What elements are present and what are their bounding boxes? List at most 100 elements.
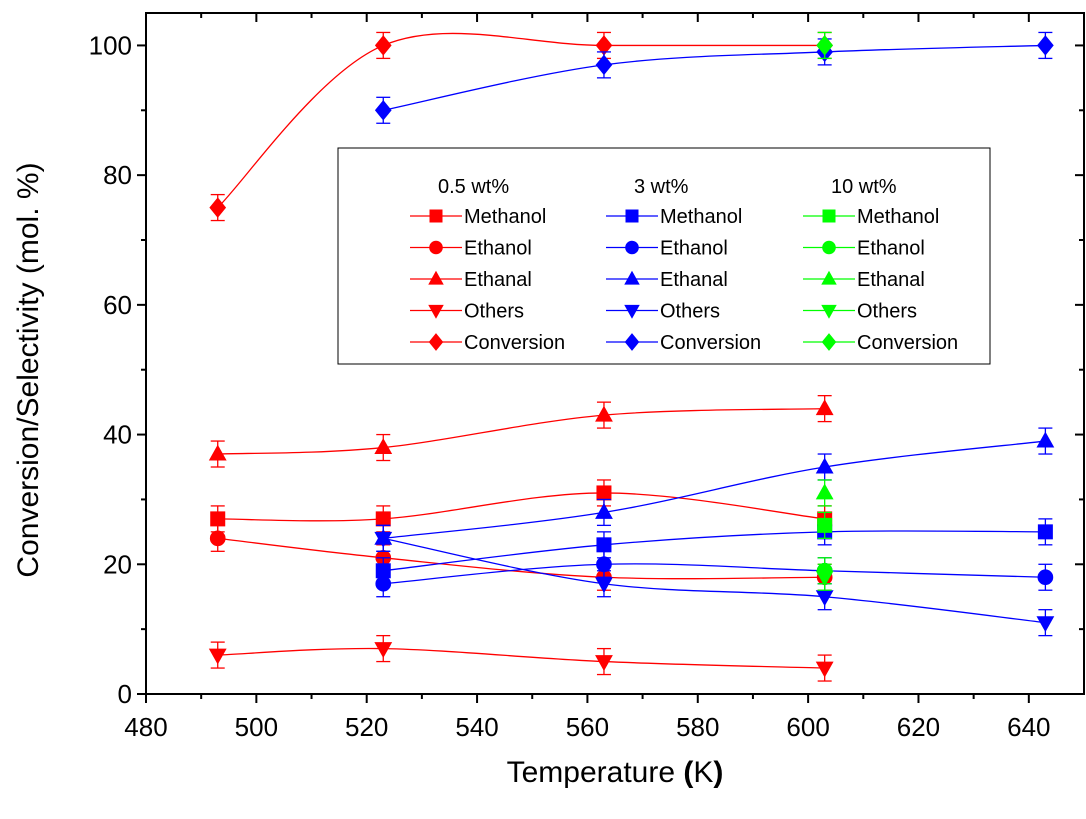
data-point (816, 35, 834, 56)
data-point (595, 502, 613, 519)
data-point (595, 405, 613, 422)
legend-marker (821, 304, 837, 319)
series-10-wt--others (815, 563, 834, 591)
series-line (383, 530, 1046, 572)
legend-label: Others (464, 301, 524, 323)
data-point (375, 511, 391, 527)
data-point (595, 54, 613, 76)
series-3-wt--others (374, 524, 1055, 637)
data-point (1036, 616, 1055, 633)
data-point (210, 511, 226, 527)
legend-marker (428, 333, 444, 351)
data-point (208, 444, 227, 461)
legend-label: Methanol (857, 206, 939, 228)
data-point (1037, 35, 1054, 56)
x-tick-label: 520 (345, 712, 388, 742)
legend-group-title: 0.5 wt% (438, 176, 509, 198)
data-point (209, 530, 226, 547)
series-0-5-wt--ethanal (208, 395, 834, 468)
legend-marker (429, 209, 443, 223)
legend-label: Conversion (464, 332, 565, 354)
data-point (595, 577, 613, 594)
legend-marker (428, 270, 444, 285)
series-line (383, 44, 1046, 111)
x-tick-label: 600 (786, 712, 829, 742)
y-tick-label: 0 (118, 679, 132, 709)
data-point (815, 399, 834, 416)
x-axis-title-main: Temperature (507, 756, 684, 789)
series-line (383, 440, 1046, 539)
plot-frame (145, 12, 1085, 695)
legend-marker (821, 333, 837, 351)
data-point (209, 197, 227, 218)
x-tick-label: 620 (897, 712, 940, 742)
legend-marker (625, 240, 639, 255)
legend-label: Methanol (660, 206, 742, 228)
y-axis-title: Conversion/Selectivity (mol. %) (12, 162, 45, 577)
series-0-5-wt--others (208, 634, 834, 682)
legend-group-title: 10 wt% (831, 176, 897, 198)
data-point (1036, 431, 1055, 448)
data-point (374, 531, 393, 548)
legend-label: Others (660, 301, 720, 323)
data-point (374, 438, 393, 454)
series-3-wt--ethanal (374, 427, 1055, 552)
y-tick-label: 40 (103, 420, 132, 450)
x-tick-label: 480 (124, 712, 167, 742)
legend-marker (624, 333, 640, 351)
data-point (815, 483, 834, 500)
x-axis-title-unit: K (693, 756, 713, 789)
x-axis-title-paren-open: ( (683, 756, 693, 789)
legend-label: Others (857, 301, 917, 323)
legend-marker (624, 270, 640, 285)
series-line (383, 537, 1046, 624)
series-line (217, 492, 825, 522)
legend-marker (429, 240, 443, 255)
tick-labels: 480 500 520 540 560 580 600 620 640 0 20 40 60 80 100 (89, 30, 1051, 742)
legend-label: Conversion (857, 332, 958, 354)
legend-marker (822, 209, 836, 223)
legend-marker (821, 270, 837, 285)
data-point (815, 570, 834, 587)
legend-label: Methanol (464, 206, 546, 228)
legend-label: Ethanal (660, 269, 728, 291)
x-axis-title: Temperature (K) (507, 756, 724, 789)
data-point (815, 590, 834, 607)
y-tick-label: 80 (103, 160, 132, 190)
y-tick-label: 20 (103, 549, 132, 579)
x-tick-label: 500 (235, 712, 278, 742)
x-axis-title-paren-close: ) (713, 756, 723, 789)
data-point (1037, 569, 1054, 586)
axis-ticks (137, 13, 1084, 703)
legend-box (337, 147, 991, 365)
series-3-wt--ethanol (375, 550, 1054, 598)
legend-label: Ethanal (464, 269, 532, 291)
series-10-wt--conversion (816, 31, 834, 60)
legend-label: Conversion (660, 332, 761, 354)
data-point (374, 100, 392, 121)
legend-group-title: 3 wt% (634, 176, 689, 198)
data-point (596, 485, 612, 501)
x-tick-label: 580 (676, 712, 719, 742)
legend-label: Ethanol (464, 238, 532, 260)
legend-label: Ethanal (857, 269, 925, 291)
data-point (208, 648, 227, 665)
series-line (383, 563, 1046, 585)
data-point (375, 575, 392, 592)
legend-label: Ethanol (857, 238, 925, 260)
series-line (217, 647, 825, 669)
data-point (815, 661, 834, 678)
y-tick-label: 60 (103, 290, 132, 320)
data-point (596, 537, 612, 553)
legend-marker (624, 304, 640, 319)
legend-marker (822, 240, 836, 255)
legend-marker (625, 209, 639, 223)
data-point (374, 642, 393, 659)
legend-marker (428, 304, 444, 319)
series-10-wt--methanol (817, 511, 833, 539)
data-point (815, 457, 834, 474)
x-tick-label: 540 (455, 712, 498, 742)
x-tick-label: 560 (566, 712, 609, 742)
legend-label: Ethanol (660, 238, 728, 260)
